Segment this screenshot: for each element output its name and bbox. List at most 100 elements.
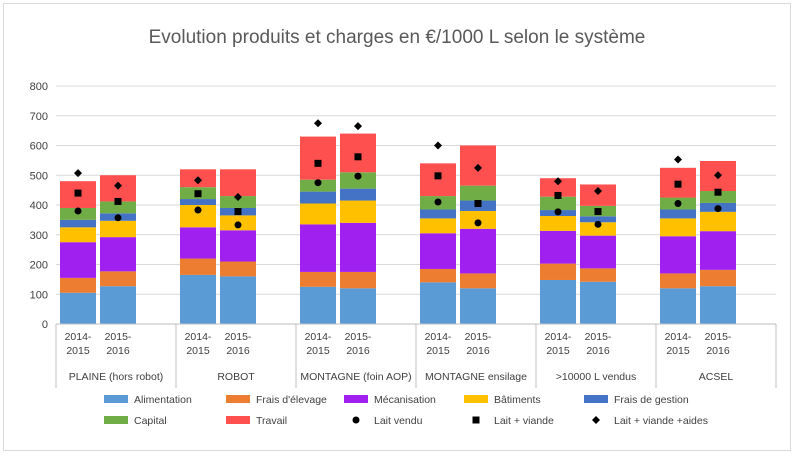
legend-label: Alimentation bbox=[134, 394, 192, 406]
marker-lait-vendu bbox=[674, 200, 682, 208]
y-tick-label: 800 bbox=[30, 81, 48, 93]
marker-lait-vendu bbox=[594, 220, 602, 228]
bar-segment bbox=[100, 271, 136, 287]
x-tick-label: 2014- bbox=[65, 331, 92, 343]
marker-lait-viande bbox=[114, 197, 122, 205]
x-tick-label: 2015 bbox=[66, 345, 90, 357]
x-tick-label: 2015 bbox=[186, 345, 210, 357]
bar-segment bbox=[180, 227, 216, 259]
bar-segment bbox=[420, 233, 456, 269]
y-tick-label: 0 bbox=[42, 319, 48, 331]
y-tick-label: 100 bbox=[30, 289, 48, 301]
marker-lait-viande-aides bbox=[594, 187, 602, 196]
bar-segment bbox=[540, 216, 576, 231]
bar-segment bbox=[580, 268, 616, 282]
legend-marker-diamond bbox=[592, 416, 600, 424]
bar-segment bbox=[220, 196, 256, 208]
bar-segment bbox=[540, 230, 576, 264]
marker-lait-viande-aides bbox=[194, 176, 202, 185]
x-tick-label: 2016 bbox=[106, 345, 130, 357]
bar-segment bbox=[60, 219, 96, 228]
y-tick-label: 500 bbox=[30, 170, 48, 182]
marker-lait-viande-aides bbox=[434, 141, 442, 150]
group-label: MONTAGNE ensilage bbox=[425, 371, 527, 383]
group-label: MONTAGNE (foin AOP) bbox=[300, 371, 411, 383]
bar-segment bbox=[540, 279, 576, 324]
bar-segment bbox=[460, 288, 496, 324]
legend-label: Lait vendu bbox=[374, 415, 423, 427]
bar-segment bbox=[180, 258, 216, 275]
y-axis: 0 100 200 300 400 500 600 700 800 bbox=[30, 81, 48, 331]
marker-lait-viande bbox=[554, 191, 562, 199]
bar-segment bbox=[660, 209, 696, 219]
marker-lait-viande bbox=[434, 172, 442, 180]
legend-label: Lait + viande +aides bbox=[614, 415, 708, 427]
x-tick-label: 2014- bbox=[305, 331, 332, 343]
marker-lait-viande-aides bbox=[314, 119, 322, 128]
marker-lait-viande-aides bbox=[114, 181, 122, 190]
marker-lait-viande bbox=[354, 153, 362, 161]
bars bbox=[60, 133, 736, 324]
bar-segment bbox=[580, 184, 616, 206]
marker-lait-vendu bbox=[74, 207, 82, 215]
bar-segment bbox=[540, 263, 576, 280]
bar-segment bbox=[180, 205, 216, 228]
marker-lait-viande-aides bbox=[474, 163, 482, 172]
bar-segment bbox=[60, 242, 96, 278]
bar-segment bbox=[100, 286, 136, 324]
legend-swatch bbox=[464, 395, 488, 403]
bar-segment bbox=[340, 271, 376, 289]
marker-lait-viande bbox=[474, 200, 482, 208]
x-tick-label: 2015 bbox=[666, 345, 690, 357]
x-tick-label: 2014- bbox=[425, 331, 452, 343]
bar-segment bbox=[580, 281, 616, 324]
bar-segment bbox=[180, 199, 216, 205]
marker-lait-vendu bbox=[554, 208, 562, 216]
bar-segment bbox=[340, 188, 376, 201]
bar-segment bbox=[300, 271, 336, 287]
bar-segment bbox=[420, 282, 456, 324]
marker-lait-vendu bbox=[234, 221, 242, 229]
x-tick-label: 2016 bbox=[586, 345, 610, 357]
marker-lait-viande-aides bbox=[714, 171, 722, 180]
marker-lait-vendu bbox=[474, 219, 482, 227]
marker-lait-viande-aides bbox=[554, 177, 562, 186]
marker-lait-viande-aides bbox=[354, 122, 362, 131]
bar-segment bbox=[220, 169, 256, 197]
x-tick-label: 2015 bbox=[426, 345, 450, 357]
legend-swatch bbox=[584, 395, 608, 403]
x-tick-label: 2016 bbox=[226, 345, 250, 357]
x-tick-label: 2014- bbox=[665, 331, 692, 343]
marker-lait-vendu bbox=[434, 198, 442, 206]
bar-segment bbox=[220, 276, 256, 324]
legend-label: Bâtiments bbox=[494, 394, 541, 406]
marker-lait-viande-aides bbox=[74, 169, 82, 178]
bar-segment bbox=[420, 163, 456, 197]
bar-segment bbox=[180, 274, 216, 324]
bar-segment bbox=[700, 231, 736, 270]
marker-lait-viande-aides bbox=[234, 192, 242, 201]
bar-segment bbox=[300, 224, 336, 272]
legend-swatch bbox=[226, 395, 250, 403]
x-tick-label: 2015- bbox=[465, 331, 492, 343]
bar-segment bbox=[460, 273, 496, 289]
marker-lait-viande bbox=[234, 208, 242, 216]
bar-segment bbox=[460, 185, 496, 201]
bar-segment bbox=[660, 218, 696, 237]
legend-swatch bbox=[104, 416, 128, 424]
x-tick-label: 2016 bbox=[346, 345, 370, 357]
marker-lait-vendu bbox=[114, 214, 122, 222]
group-label: >10000 L vendus bbox=[556, 371, 636, 383]
x-tick-label: 2015- bbox=[225, 331, 252, 343]
marker-lait-viande bbox=[594, 208, 602, 216]
legend-marker-square bbox=[472, 416, 480, 424]
markers bbox=[74, 119, 722, 229]
legend-swatch bbox=[226, 416, 250, 424]
x-tick-label: 2015 bbox=[546, 345, 570, 357]
bar-segment bbox=[540, 196, 576, 211]
marker-lait-viande bbox=[674, 180, 682, 188]
group-label: PLAINE (hors robot) bbox=[69, 371, 164, 383]
bar-segment bbox=[340, 222, 376, 272]
bar-segment bbox=[420, 268, 456, 283]
bar-segment bbox=[580, 222, 616, 236]
